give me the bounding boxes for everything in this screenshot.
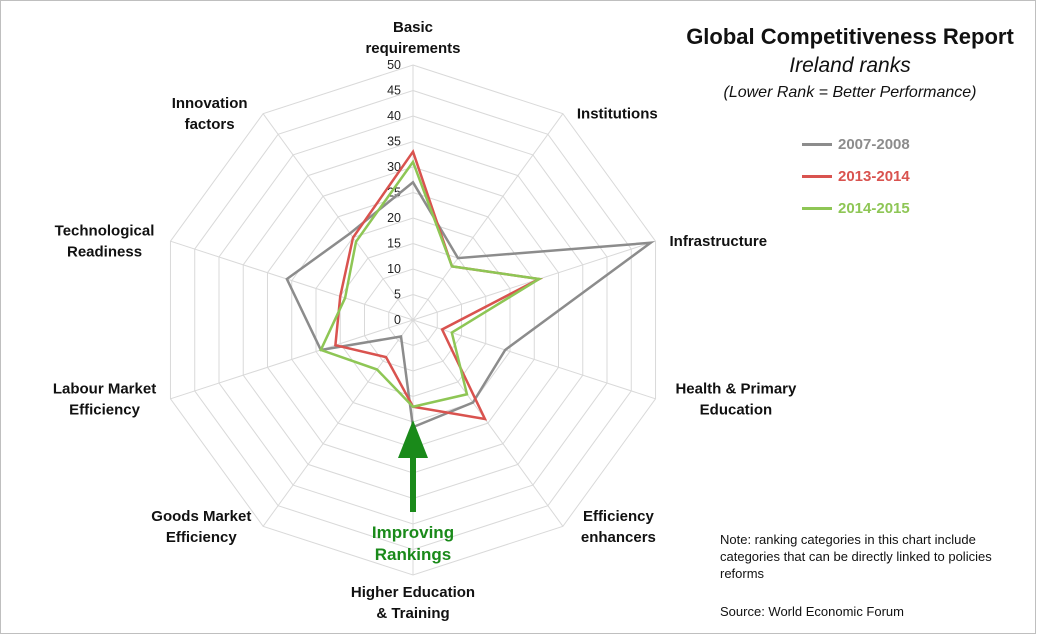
legend-item: 2013-2014 <box>802 160 910 192</box>
footnote-source: Source: World Economic Forum <box>720 604 904 619</box>
tick-label: 20 <box>387 211 401 225</box>
grid-spoke <box>413 320 563 526</box>
improving-line-1: Improving <box>372 523 454 542</box>
legend: 2007-2008 2013-2014 2014-2015 <box>802 128 910 224</box>
chart-title: Global Competitiveness Report <box>640 24 1038 50</box>
category-label: Efficiency enhancers <box>581 508 656 546</box>
improving-line-2: Rankings <box>375 545 452 564</box>
legend-swatch <box>802 175 832 178</box>
tick-label: 40 <box>387 109 401 123</box>
grid-spoke <box>263 320 413 526</box>
category-label: Technological Readiness <box>55 223 155 261</box>
category-label: Goods Market Efficiency <box>151 508 251 546</box>
category-label: Innovation factors <box>172 95 248 133</box>
category-label: Higher Education & Training <box>351 584 475 622</box>
category-label: Health & Primary Education <box>675 380 797 418</box>
chart-subtitle-note: (Lower Rank = Better Performance) <box>640 84 1038 102</box>
legend-label: 2013-2014 <box>838 168 910 185</box>
tick-label: 5 <box>394 288 401 302</box>
chart-subtitle: Ireland ranks <box>640 54 1038 78</box>
category-label: Infrastructure <box>670 233 768 250</box>
legend-label: 2014-2015 <box>838 200 910 217</box>
category-label: Labour Market Efficiency <box>53 380 156 418</box>
tick-label: 15 <box>387 237 401 251</box>
footnote-note: Note: ranking categories in this chart i… <box>720 531 1020 582</box>
improving-rankings-label: Improving Rankings <box>358 522 468 566</box>
category-label: Institutions <box>577 106 658 123</box>
tick-label: 10 <box>387 262 401 276</box>
arrow-head-icon <box>398 420 428 458</box>
tick-label: 45 <box>387 84 401 98</box>
legend-item: 2007-2008 <box>802 128 910 160</box>
category-label: Basic requirements <box>365 19 460 57</box>
legend-swatch <box>802 207 832 210</box>
improving-arrow <box>398 420 428 512</box>
tick-label: 50 <box>387 58 401 72</box>
legend-label: 2007-2008 <box>838 136 910 153</box>
chart-title-block: Global Competitiveness Report Ireland ra… <box>640 24 1038 102</box>
legend-item: 2014-2015 <box>802 192 910 224</box>
legend-swatch <box>802 143 832 146</box>
tick-label: 35 <box>387 135 401 149</box>
tick-label: 0 <box>394 313 401 327</box>
